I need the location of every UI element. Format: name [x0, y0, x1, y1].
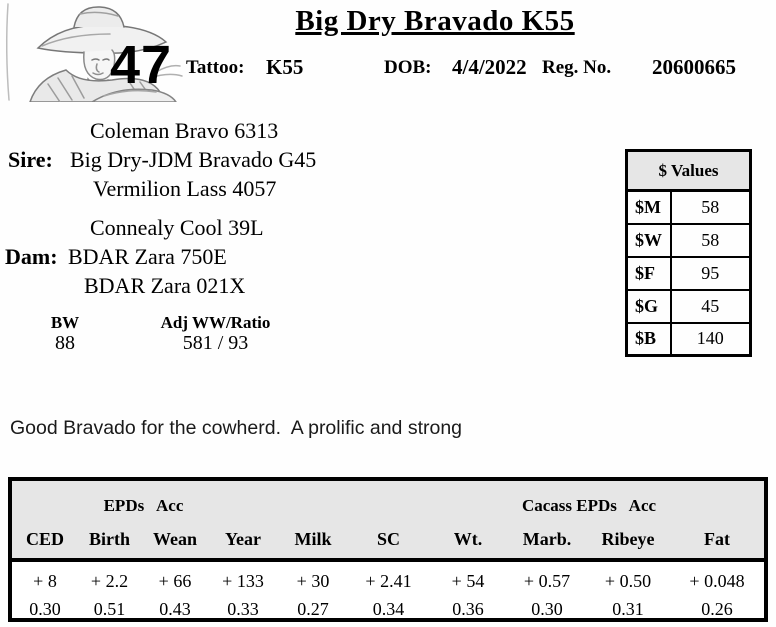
- epd-year: + 133: [222, 571, 264, 591]
- col-year: Year: [225, 528, 261, 549]
- sire-dam-name: Vermilion Lass 4057: [93, 176, 277, 201]
- epd-group-header-row: EPDs Acc Cacass EPDs Acc: [12, 491, 764, 521]
- dam-dam-name: BDAR Zara 021X: [84, 273, 246, 298]
- dollar-b-label: $B: [625, 321, 672, 357]
- table-row: $W 58: [625, 222, 752, 258]
- table-row: $F 95: [625, 255, 752, 291]
- col-marb: Marb.: [522, 528, 572, 549]
- col-milk: Milk: [294, 528, 332, 549]
- acc-milk: 0.27: [297, 599, 329, 619]
- page-title: Big Dry Bravado K55: [295, 5, 575, 37]
- table-row: $M 58: [625, 189, 752, 225]
- dollar-b-value: 140: [669, 321, 752, 357]
- carcass-epds-acc-group-label: Cacass EPDs Acc: [521, 496, 657, 515]
- acc-fat: 0.26: [701, 599, 733, 619]
- acc-wt: 0.36: [452, 599, 484, 619]
- col-fat: Fat: [704, 528, 730, 549]
- epd-fat: + 0.048: [689, 571, 745, 591]
- table-row: $G 45: [625, 288, 752, 324]
- epd-values-row: + 8 + 2.2 + 66 + 133 + 30 + 2.41 + 54 + …: [12, 567, 764, 596]
- dollar-m-value: 58: [669, 189, 752, 225]
- cowboy-sketch-image: [5, 3, 183, 102]
- dollar-f-label: $F: [625, 255, 672, 291]
- sire-name: Big Dry-JDM Bravado G45: [70, 147, 317, 172]
- epd-wt: + 54: [451, 571, 485, 591]
- col-wt: Wt.: [453, 528, 483, 549]
- acc-ced: 0.30: [29, 599, 61, 619]
- dollar-g-label: $G: [625, 288, 672, 324]
- dob-label: DOB:: [384, 57, 432, 78]
- acc-sc: 0.34: [372, 599, 405, 619]
- col-ced: CED: [25, 528, 64, 549]
- dollar-g-value: 45: [669, 288, 752, 324]
- epd-table-body: + 8 + 2.2 + 66 + 133 + 30 + 2.41 + 54 + …: [12, 558, 764, 623]
- col-wean: Wean: [152, 528, 197, 549]
- acc-birth: 0.51: [93, 599, 126, 619]
- sire-sire-name: Coleman Bravo 6313: [90, 118, 279, 143]
- epd-table: EPDs Acc Cacass EPDs Acc CED Birth Wean …: [8, 477, 768, 622]
- epds-acc-group-label: EPDs Acc: [103, 496, 184, 515]
- epd-marb: + 0.57: [523, 571, 571, 591]
- dollar-f-value: 95: [669, 255, 752, 291]
- adj-ww-value: 581 / 93: [182, 332, 249, 354]
- tattoo-value: K55: [266, 55, 304, 79]
- epd-ced: + 8: [33, 571, 57, 591]
- col-sc: SC: [376, 528, 400, 549]
- dam-name: BDAR Zara 750E: [68, 244, 227, 269]
- lot-number: 47: [110, 35, 173, 95]
- acc-wean: 0.43: [159, 599, 191, 619]
- tattoo-label: Tattoo:: [186, 57, 245, 78]
- bw-value: 88: [55, 332, 75, 354]
- adj-ww-label: Adj WW/Ratio: [160, 313, 271, 332]
- dam-sire-name: Connealy Cool 39L: [90, 215, 264, 240]
- dollar-w-label: $W: [625, 222, 672, 258]
- dam-label: Dam:: [5, 244, 58, 269]
- col-ribeye: Ribeye: [601, 528, 655, 549]
- epd-sc: + 2.41: [365, 571, 412, 591]
- dollar-values-table: $ Values $M 58 $W 58 $F 95 $G 45 $B 140: [625, 149, 752, 357]
- acc-marb: 0.30: [531, 599, 563, 619]
- table-header-row: $ Values: [625, 149, 752, 192]
- epd-milk: + 30: [296, 571, 330, 591]
- reg-number-label: Reg. No.: [542, 57, 612, 78]
- epd-wean: + 66: [158, 571, 192, 591]
- sire-label: Sire:: [8, 147, 53, 172]
- acc-ribeye: 0.31: [612, 599, 644, 619]
- acc-year: 0.33: [227, 599, 259, 619]
- epd-birth: + 2.2: [90, 571, 129, 591]
- dob-value: 4/4/2022: [452, 55, 527, 79]
- epd-ribeye: + 0.50: [604, 571, 652, 591]
- reg-number-value: 20600665: [652, 55, 736, 79]
- dollar-values-title: $ Values: [625, 149, 752, 192]
- epd-accuracy-row: 0.30 0.51 0.43 0.33 0.27 0.34 0.36 0.30 …: [12, 596, 764, 623]
- bw-label: BW: [50, 313, 80, 332]
- dollar-m-label: $M: [625, 189, 672, 225]
- epd-table-header: EPDs Acc Cacass EPDs Acc CED Birth Wean …: [12, 481, 764, 558]
- dollar-w-value: 58: [669, 222, 752, 258]
- table-row: $B 140: [625, 321, 752, 357]
- col-birth: Birth: [88, 528, 130, 549]
- epd-column-header-row: CED Birth Wean Year Milk SC Wt. Marb. Ri…: [12, 521, 764, 557]
